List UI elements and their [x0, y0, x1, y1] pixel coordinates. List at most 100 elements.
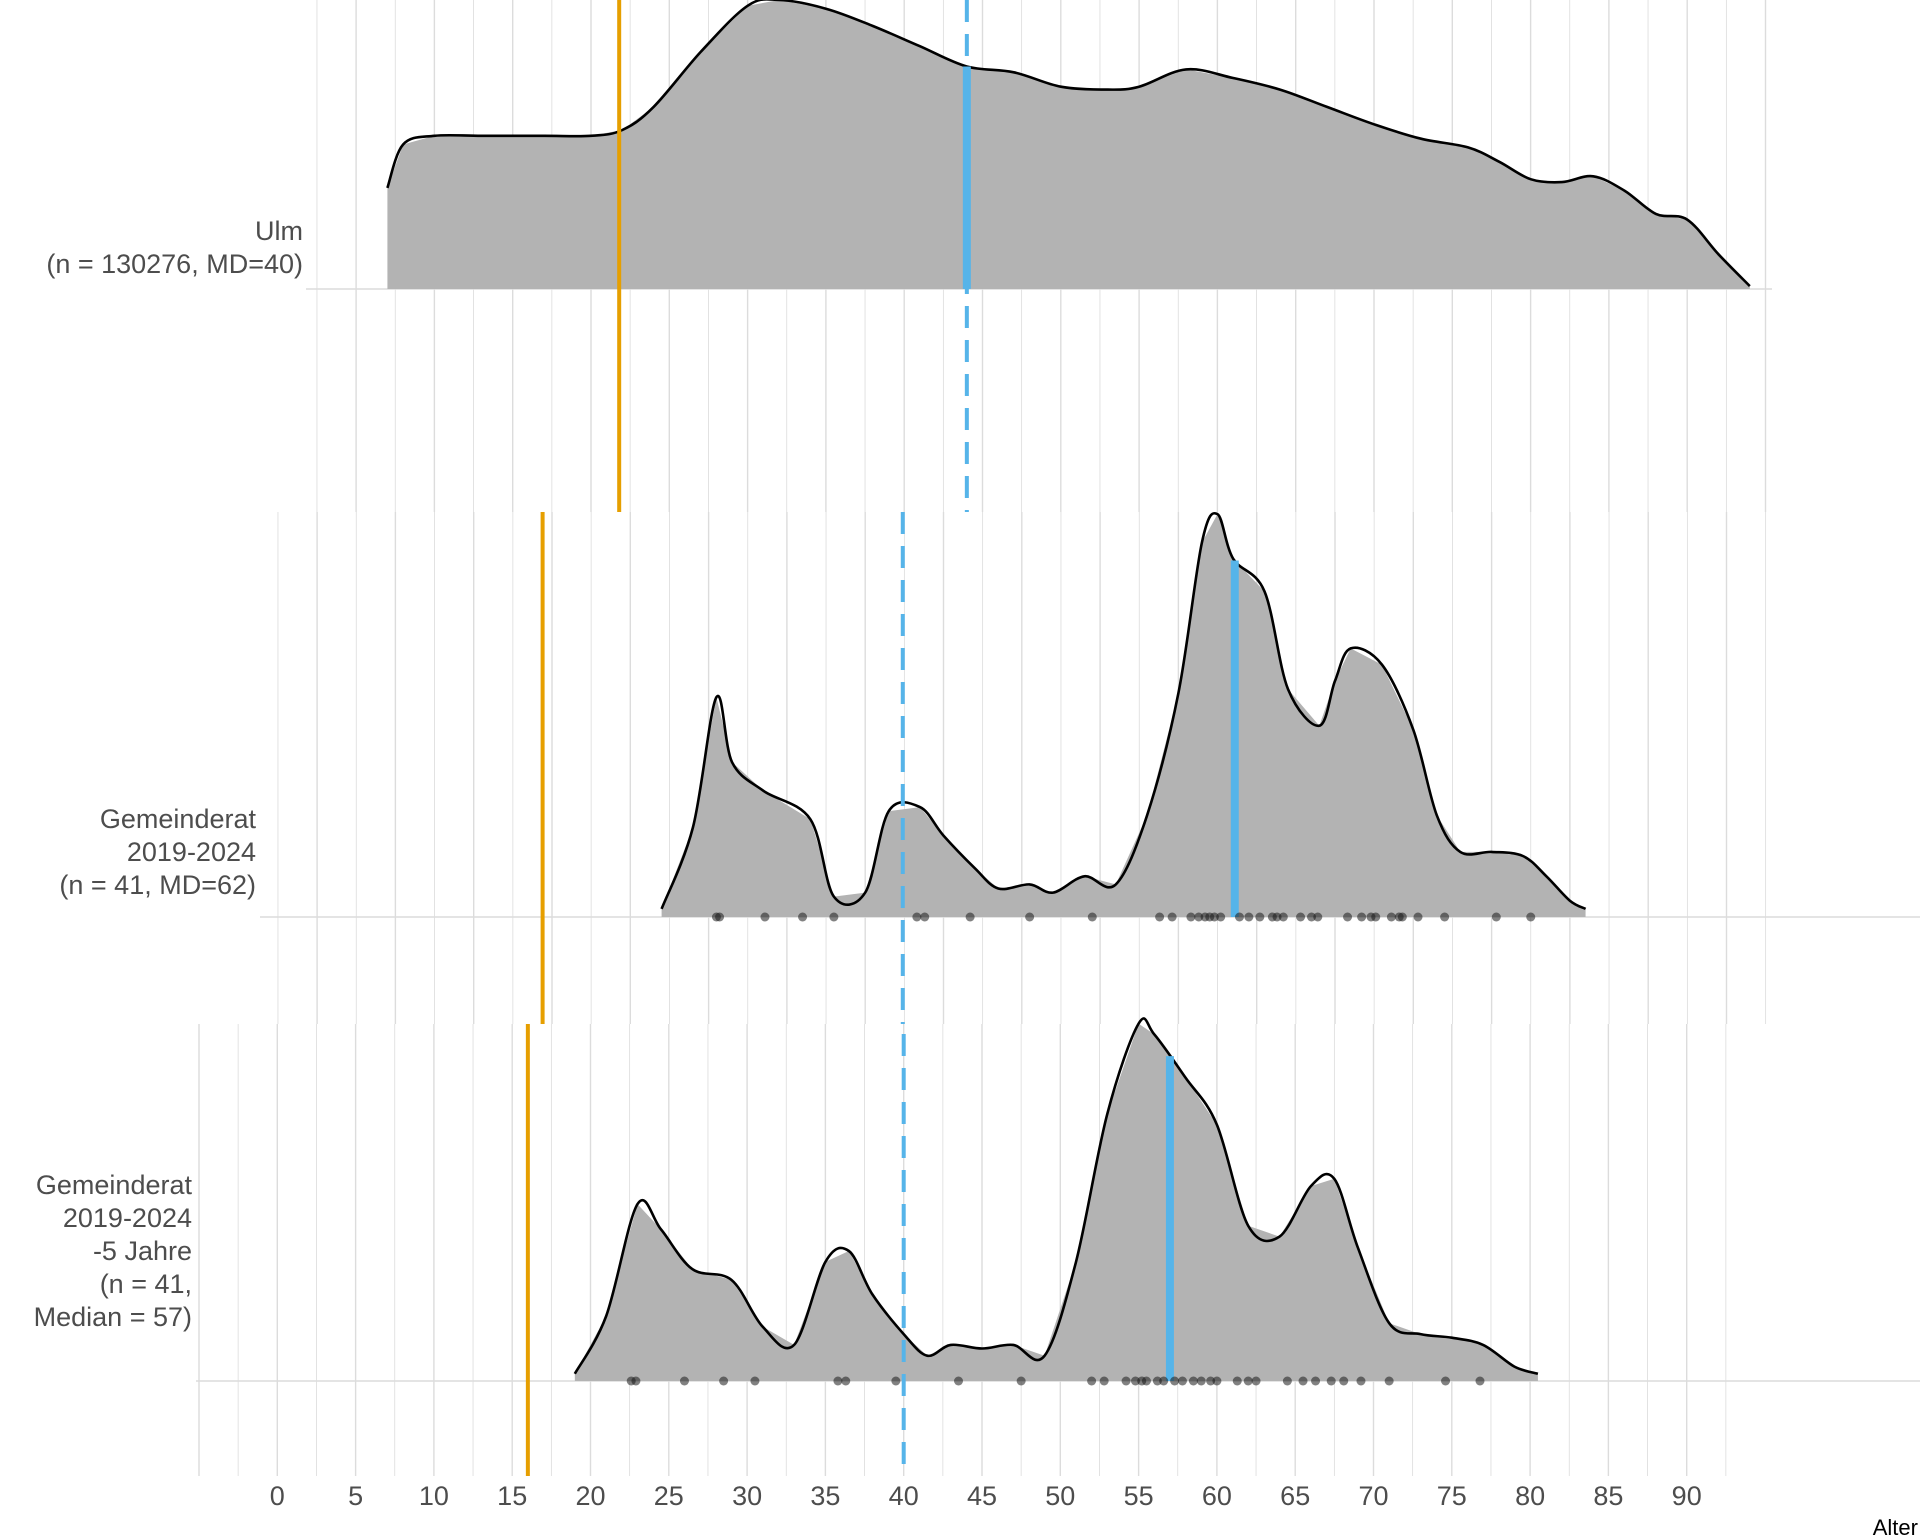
- data-point: [798, 912, 808, 922]
- data-point: [1491, 912, 1501, 922]
- data-point: [1298, 1376, 1308, 1386]
- x-tick-label: 45: [967, 1481, 997, 1511]
- data-point: [1475, 1376, 1485, 1386]
- data-point: [1386, 912, 1396, 922]
- data-point: [833, 1376, 843, 1386]
- data-point: [1209, 912, 1219, 922]
- data-point: [1188, 1376, 1198, 1386]
- data-point: [1307, 912, 1317, 922]
- x-tick-label: 15: [497, 1481, 527, 1511]
- data-point: [965, 912, 975, 922]
- data-point: [1243, 1376, 1253, 1386]
- x-tick-label: 75: [1437, 1481, 1467, 1511]
- data-point: [1339, 1376, 1349, 1386]
- data-point: [1212, 1376, 1222, 1386]
- data-point: [841, 1376, 851, 1386]
- data-point: [891, 1376, 901, 1386]
- data-point: [1440, 912, 1450, 922]
- row-labels-layer: Ulm(n = 130276, MD=40)Gemeinderat2019-20…: [34, 216, 303, 1332]
- data-point: [1155, 912, 1165, 922]
- x-tick-label: 65: [1280, 1481, 1310, 1511]
- x-tick-label: 0: [270, 1481, 285, 1511]
- data-point: [1356, 1376, 1366, 1386]
- data-point: [1194, 912, 1204, 922]
- x-tick-label: 85: [1593, 1481, 1623, 1511]
- x-tick-label: 40: [889, 1481, 919, 1511]
- data-point: [1441, 1376, 1451, 1386]
- data-point: [912, 912, 922, 922]
- density-area: [387, 0, 1750, 289]
- row-label-line: -5 Jahre: [93, 1236, 192, 1266]
- row-label-line: Gemeinderat: [100, 804, 257, 834]
- data-point: [1099, 1376, 1109, 1386]
- data-point: [1234, 912, 1244, 922]
- data-point: [1343, 912, 1353, 922]
- data-point: [1244, 912, 1254, 922]
- data-point: [1130, 1376, 1140, 1386]
- data-point: [1177, 1376, 1187, 1386]
- data-point: [1326, 1376, 1336, 1386]
- data-point: [715, 912, 725, 922]
- x-axis-layer: 0 5 10 15 20 25 30 35 40 45 50 55 60 65 70 75 80 85 90: [270, 1481, 1702, 1511]
- data-point: [1087, 912, 1097, 922]
- data-point: [1159, 1376, 1169, 1386]
- data-point: [1251, 1376, 1261, 1386]
- row-label-line: (n = 41, MD=62): [59, 870, 256, 900]
- x-tick-label: 70: [1358, 1481, 1388, 1511]
- data-point: [920, 912, 930, 922]
- data-point: [1313, 912, 1323, 922]
- data-point: [1278, 912, 1288, 922]
- x-tick-label: 80: [1515, 1481, 1545, 1511]
- data-point: [631, 1376, 641, 1386]
- data-point: [679, 1376, 689, 1386]
- data-point: [1397, 912, 1407, 922]
- data-point: [1152, 1376, 1162, 1386]
- data-point: [750, 1376, 760, 1386]
- data-point: [1255, 912, 1265, 922]
- x-tick-label: 35: [810, 1481, 840, 1511]
- data-point: [1121, 1376, 1131, 1386]
- data-point: [1167, 912, 1177, 922]
- x-tick-label: 25: [654, 1481, 684, 1511]
- row-label-line: (n = 130276, MD=40): [46, 249, 303, 279]
- x-axis-label: Alter: [1873, 1515, 1918, 1536]
- data-point: [1311, 1376, 1321, 1386]
- row-label-line: (n = 41,: [100, 1269, 192, 1299]
- row-label-line: Gemeinderat: [36, 1170, 193, 1200]
- x-tick-label: 30: [732, 1481, 762, 1511]
- data-point: [1384, 1376, 1394, 1386]
- row-label-line: 2019-2024: [63, 1203, 192, 1233]
- densities-layer: [386, 0, 1751, 1476]
- data-point: [719, 1376, 729, 1386]
- data-point: [1296, 912, 1306, 922]
- data-point: [1087, 1376, 1097, 1386]
- row-label-line: 2019-2024: [127, 837, 256, 867]
- data-point: [1282, 1376, 1292, 1386]
- density-outline: [660, 511, 1587, 911]
- data-point: [829, 912, 839, 922]
- x-tick-label: 20: [575, 1481, 605, 1511]
- data-point: [1016, 1376, 1026, 1386]
- data-point: [1371, 912, 1381, 922]
- density-outline: [573, 1017, 1539, 1376]
- x-tick-label: 55: [1124, 1481, 1154, 1511]
- density-outline: [386, 0, 1751, 288]
- data-point: [1216, 912, 1226, 922]
- data-point: [1141, 1376, 1151, 1386]
- data-point: [1170, 1376, 1180, 1386]
- data-point: [1413, 912, 1423, 922]
- data-point: [954, 1376, 964, 1386]
- data-point: [1196, 1376, 1206, 1386]
- data-point: [1526, 912, 1536, 922]
- x-tick-label: 50: [1045, 1481, 1075, 1511]
- data-point: [760, 912, 770, 922]
- data-point: [1272, 912, 1282, 922]
- row-label-line: Median = 57): [34, 1302, 192, 1332]
- density-area: [661, 514, 1586, 917]
- x-tick-label: 10: [419, 1481, 449, 1511]
- x-tick-label: 90: [1672, 1481, 1702, 1511]
- row-label-line: Ulm: [255, 216, 303, 246]
- data-point: [1232, 1376, 1242, 1386]
- data-point: [1186, 912, 1196, 922]
